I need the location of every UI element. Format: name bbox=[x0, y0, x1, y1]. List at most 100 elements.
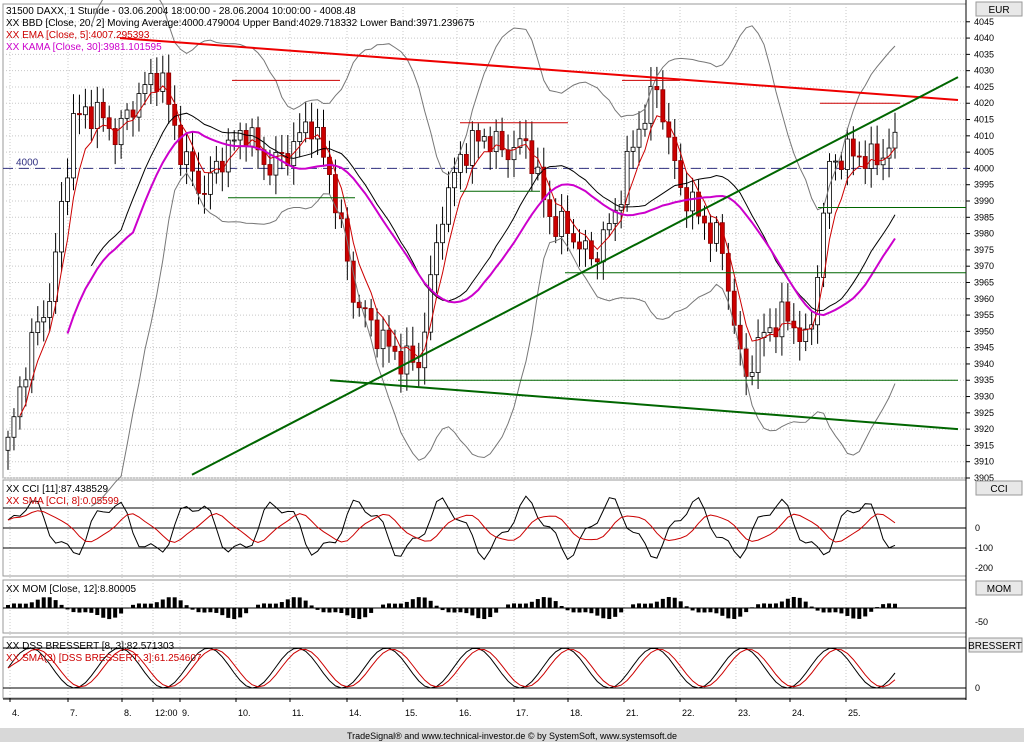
candle-body bbox=[106, 117, 112, 129]
mom-bar bbox=[535, 599, 540, 608]
mom-bar bbox=[113, 608, 118, 618]
mom-bar bbox=[803, 601, 808, 608]
mom-bar bbox=[595, 608, 600, 616]
candle-body bbox=[71, 113, 76, 179]
y-tick-label: 4010 bbox=[974, 131, 994, 141]
candle-body bbox=[404, 345, 410, 375]
candle-body bbox=[434, 242, 440, 276]
mom-bar bbox=[404, 601, 409, 608]
mom-bar bbox=[607, 608, 612, 620]
mom-bar bbox=[529, 601, 534, 608]
candle-body bbox=[392, 345, 398, 352]
candle-body bbox=[862, 156, 868, 169]
mom-bar bbox=[809, 606, 814, 608]
candle-body bbox=[755, 337, 761, 373]
mom-bar bbox=[244, 608, 249, 614]
candle-body bbox=[41, 317, 47, 323]
candle-body bbox=[708, 222, 713, 244]
mom-bar bbox=[684, 606, 689, 608]
mom-bar bbox=[119, 608, 124, 614]
candle-body bbox=[642, 122, 648, 130]
x-tick-label: 14. bbox=[349, 708, 362, 718]
candle-body bbox=[136, 93, 142, 118]
mom-bar bbox=[678, 601, 683, 608]
mom-bar bbox=[613, 608, 618, 617]
mom-bar bbox=[785, 598, 790, 608]
resistance-trendline bbox=[119, 37, 959, 101]
x-tick-label: 11. bbox=[292, 708, 304, 718]
y-tick-label: 4000 bbox=[974, 163, 994, 173]
candle-body bbox=[249, 127, 255, 147]
mom-bar bbox=[196, 608, 201, 613]
mom-bar bbox=[476, 608, 481, 619]
cci-sma-line bbox=[7, 510, 896, 544]
candle-body bbox=[654, 86, 660, 91]
mom-bar bbox=[470, 608, 475, 616]
mom-bar bbox=[750, 607, 755, 608]
mom-bar bbox=[345, 608, 350, 616]
candle-body bbox=[630, 146, 636, 152]
candle-body bbox=[547, 199, 553, 217]
mom-bar bbox=[517, 603, 522, 608]
x-tick-label: 21. bbox=[626, 708, 639, 718]
mom-bar bbox=[714, 608, 719, 614]
mom-bar bbox=[386, 603, 391, 608]
candle-body bbox=[469, 130, 475, 166]
mom-bar bbox=[619, 608, 624, 613]
mom-bar bbox=[95, 608, 100, 616]
candle-body bbox=[612, 209, 618, 224]
candle-body bbox=[315, 126, 320, 140]
mom-bar bbox=[720, 608, 725, 616]
ema-line bbox=[19, 85, 896, 417]
mom-bar bbox=[321, 608, 326, 613]
candle-body bbox=[499, 130, 505, 151]
candle-body bbox=[636, 128, 642, 148]
candle-body bbox=[428, 274, 434, 333]
dss-sma-line bbox=[7, 648, 896, 688]
cci-badge bbox=[975, 480, 1023, 496]
mom-bar bbox=[238, 608, 243, 618]
x-tick-label: 23. bbox=[738, 708, 751, 718]
candle-body bbox=[362, 307, 368, 310]
mom-bar bbox=[577, 608, 582, 613]
mom-bar bbox=[107, 608, 112, 620]
y-tick-label: 3960 bbox=[974, 294, 994, 304]
mom-bar bbox=[482, 608, 487, 620]
candle-body bbox=[267, 164, 273, 176]
y-tick-label: 3985 bbox=[974, 212, 994, 222]
candle-body bbox=[380, 329, 386, 350]
y-tick-label: 3990 bbox=[974, 196, 994, 206]
candle-body bbox=[588, 240, 594, 260]
mom-bar bbox=[857, 608, 862, 619]
y-tick-label: 4025 bbox=[974, 82, 994, 92]
mom-panel-label: MOM bbox=[987, 584, 1011, 595]
dss-tick-label: 0 bbox=[975, 683, 980, 693]
mom-bar bbox=[648, 603, 653, 608]
candle-body bbox=[839, 160, 844, 170]
candle-body bbox=[493, 130, 499, 153]
candle-body bbox=[440, 223, 445, 244]
legend-ema: XX EMA [Close, 5]:4007.295393 bbox=[6, 30, 150, 41]
y-tick-label: 3925 bbox=[974, 408, 994, 418]
mom-bar bbox=[672, 597, 677, 608]
mom-bar bbox=[559, 606, 564, 608]
candle-body bbox=[416, 361, 422, 369]
candle-body bbox=[600, 229, 606, 263]
mom-bar bbox=[53, 600, 58, 608]
candle-body bbox=[702, 215, 707, 224]
candle-body bbox=[100, 101, 106, 119]
mom-bar bbox=[797, 597, 802, 608]
candle-body bbox=[65, 177, 70, 202]
candle-body bbox=[749, 372, 755, 377]
y-tick-label: 3935 bbox=[974, 375, 994, 385]
x-tick-label: 22. bbox=[682, 708, 695, 718]
mom-bar bbox=[71, 608, 76, 613]
cci-line bbox=[7, 495, 896, 561]
x-tick-label: 18. bbox=[570, 708, 583, 718]
mom-bar bbox=[732, 608, 737, 619]
mom-bar bbox=[422, 597, 427, 608]
mom-bar bbox=[827, 608, 832, 613]
y-tick-label: 3945 bbox=[974, 343, 994, 353]
mom-bar bbox=[184, 605, 189, 608]
candle-body bbox=[446, 187, 451, 225]
